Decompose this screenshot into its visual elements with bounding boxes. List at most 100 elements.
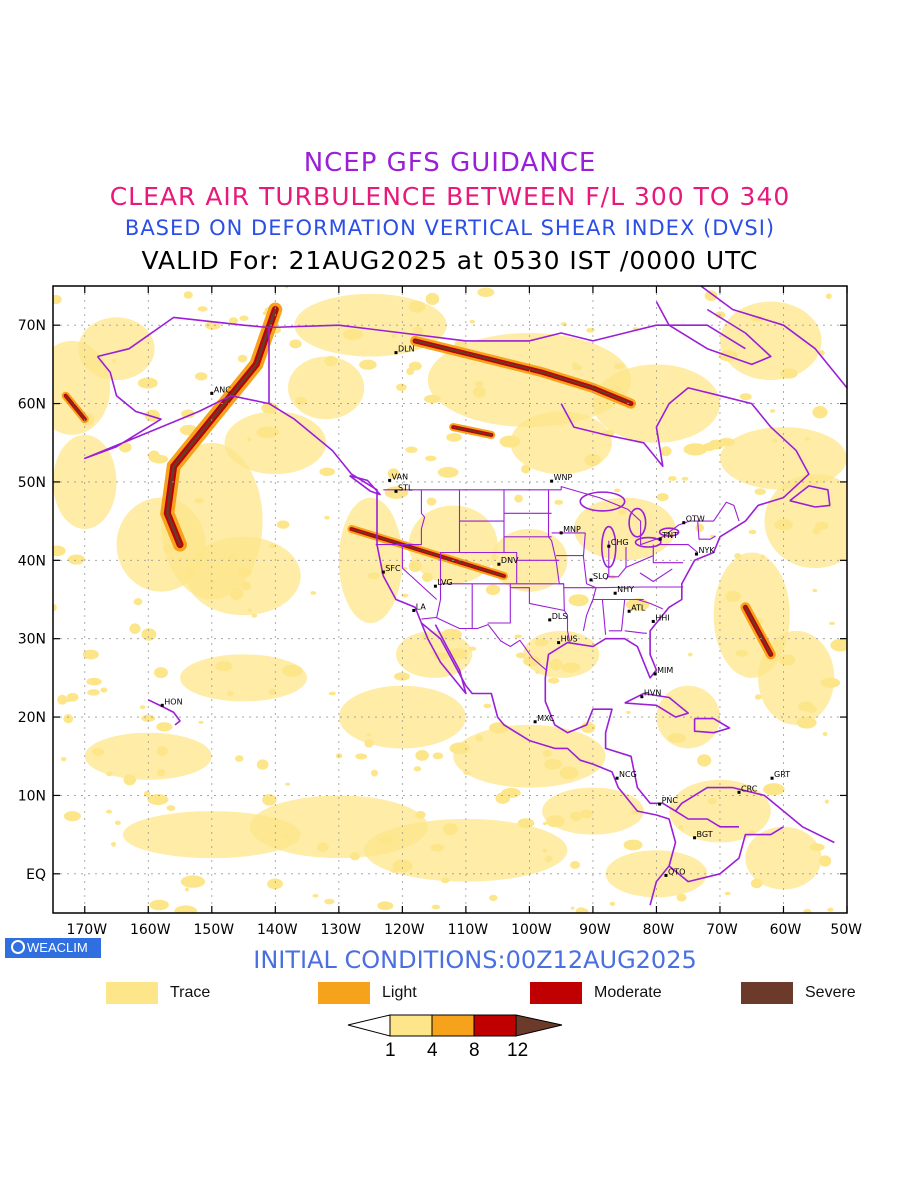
trace-speck bbox=[112, 358, 117, 363]
station-label: MIM bbox=[657, 666, 673, 675]
station-marker bbox=[381, 570, 385, 574]
trace-speck bbox=[276, 520, 290, 529]
station-label: CRC bbox=[741, 784, 758, 793]
station-labels: ANC DLN VAN STL WNP MNP CHG TNT OTW NYK SFC LVG DNV S… bbox=[160, 345, 790, 877]
trace-speck bbox=[798, 701, 814, 712]
trace-speck bbox=[750, 315, 764, 323]
trace-speck bbox=[446, 432, 462, 442]
trace-speck bbox=[754, 694, 762, 700]
trace-speck bbox=[575, 907, 587, 913]
map-frame bbox=[52, 285, 848, 914]
trace-speck bbox=[822, 731, 828, 736]
trace-speck bbox=[367, 572, 380, 580]
coastline bbox=[693, 717, 731, 734]
trace-speck bbox=[370, 769, 379, 777]
station-marker bbox=[613, 591, 617, 595]
trace-speck bbox=[87, 689, 100, 696]
trace-speck bbox=[534, 638, 549, 647]
trace-speck bbox=[572, 362, 579, 368]
turbulence-field bbox=[53, 286, 847, 913]
lake bbox=[628, 507, 647, 538]
trace-speck bbox=[57, 694, 68, 705]
longitude-label: 140W bbox=[257, 922, 298, 938]
trace-speck bbox=[626, 710, 632, 715]
station-marker bbox=[694, 552, 698, 556]
trace-speck bbox=[739, 393, 752, 401]
trace-speck bbox=[523, 655, 541, 667]
trace-speck bbox=[613, 362, 625, 370]
trace-speck bbox=[156, 722, 173, 732]
coastline bbox=[349, 474, 381, 496]
weaclim-badge[interactable]: WEACLIM bbox=[5, 938, 101, 958]
state-border bbox=[421, 616, 548, 672]
trace-speck bbox=[317, 842, 329, 853]
trace-speck bbox=[65, 697, 72, 703]
longitude-label: 160W bbox=[130, 922, 171, 938]
longitude-label: 170W bbox=[66, 922, 107, 938]
trace-speck bbox=[405, 446, 418, 453]
trace-speck bbox=[366, 733, 371, 737]
coastline bbox=[147, 699, 181, 726]
trace-speck bbox=[137, 377, 158, 389]
longitude-label: 50W bbox=[830, 922, 862, 938]
trace-speck bbox=[129, 623, 141, 634]
trace-speck bbox=[429, 651, 436, 655]
trace-speck bbox=[143, 790, 151, 797]
latitude-label: 50N bbox=[18, 475, 46, 491]
trace-speck bbox=[60, 757, 67, 762]
trace-speck bbox=[181, 409, 195, 419]
state-border bbox=[652, 544, 684, 564]
trace-speck bbox=[656, 493, 669, 502]
station-label: MNP bbox=[563, 525, 581, 534]
trace-speck bbox=[570, 906, 575, 910]
trace-area bbox=[78, 317, 155, 381]
trace-speck bbox=[110, 841, 117, 847]
station-label: GRT bbox=[774, 770, 790, 779]
trace-speck bbox=[483, 703, 492, 709]
state-border bbox=[608, 599, 626, 632]
trace-speck bbox=[236, 567, 252, 578]
station-marker bbox=[627, 609, 631, 613]
station-label: NHY bbox=[617, 585, 634, 594]
trace-speck bbox=[580, 722, 596, 733]
trace-speck bbox=[760, 554, 766, 559]
colorbar-low-arrow bbox=[347, 1014, 391, 1037]
trace-speck bbox=[396, 383, 407, 392]
trace-speck bbox=[141, 714, 156, 722]
trace-speck bbox=[827, 907, 834, 912]
trace-speck bbox=[100, 687, 108, 693]
trace-speck bbox=[415, 810, 426, 819]
trace-speck bbox=[63, 811, 81, 822]
station-marker bbox=[607, 544, 611, 548]
longitude-label: 110W bbox=[448, 922, 489, 938]
lake bbox=[658, 527, 680, 537]
coastline bbox=[668, 826, 784, 883]
trace-area bbox=[122, 811, 301, 859]
trace-speck bbox=[295, 396, 307, 405]
latitude-label: 30N bbox=[18, 632, 46, 648]
trace-speck bbox=[780, 368, 798, 379]
trace-speck bbox=[485, 584, 501, 596]
trace-area bbox=[656, 685, 720, 749]
trace-speck bbox=[53, 545, 66, 557]
trace-speck bbox=[580, 809, 593, 819]
station-label: PNC bbox=[662, 796, 679, 805]
trace-speck bbox=[477, 287, 495, 297]
trace-speck bbox=[819, 855, 832, 867]
trace-speck bbox=[267, 878, 283, 890]
trace-speck bbox=[197, 306, 208, 312]
trace-speck bbox=[499, 435, 521, 448]
station-marker bbox=[394, 489, 398, 493]
state-border bbox=[697, 521, 716, 540]
trace-speck bbox=[426, 497, 437, 506]
lake bbox=[634, 536, 662, 548]
trace-area bbox=[116, 497, 206, 592]
trace-speck bbox=[289, 339, 302, 349]
trace-speck bbox=[681, 476, 689, 481]
station-marker bbox=[658, 802, 662, 806]
trace-speck bbox=[390, 868, 399, 873]
trace-speck bbox=[342, 329, 364, 340]
trace-speck bbox=[324, 898, 335, 905]
trace-speck bbox=[413, 766, 422, 772]
longitude-label: 90W bbox=[579, 922, 611, 938]
